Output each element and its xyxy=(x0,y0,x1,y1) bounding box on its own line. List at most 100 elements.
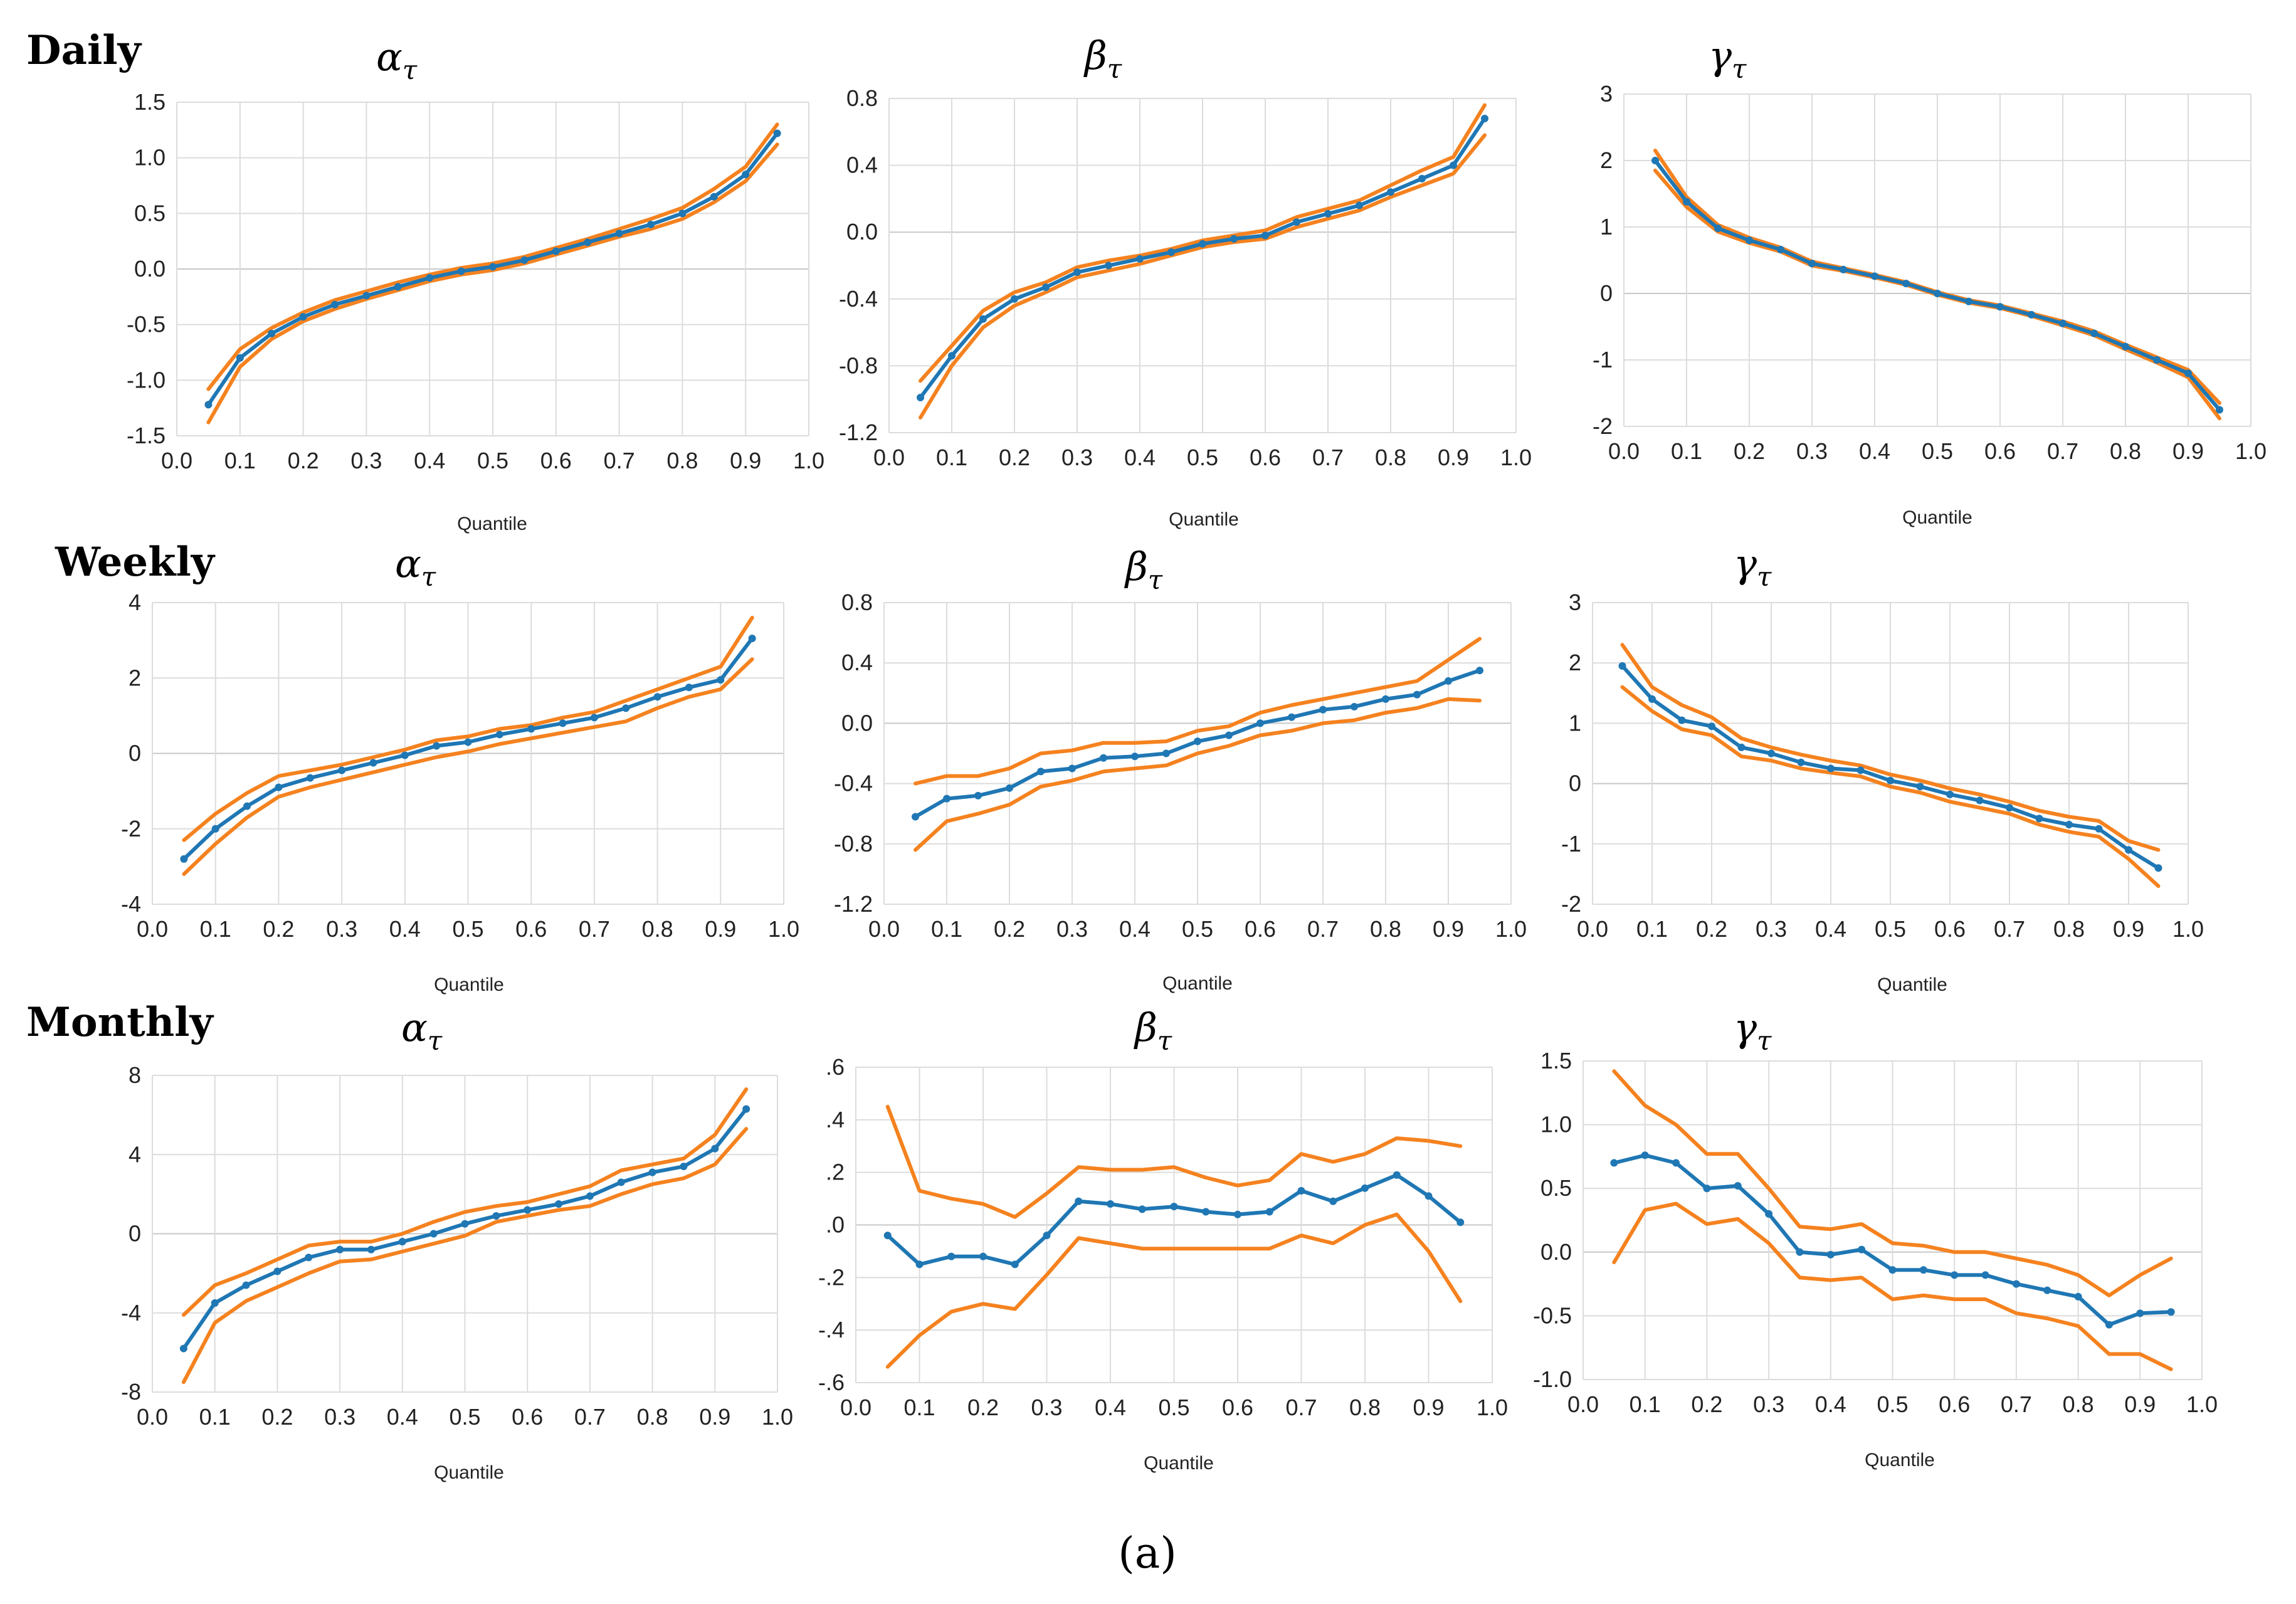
x-axis-label: Quantile xyxy=(434,1462,504,1483)
lower-bound-line xyxy=(885,1212,1463,1369)
y-tick-label: -0.8 xyxy=(834,831,873,857)
x-axis-label: Quantile xyxy=(1865,1450,1935,1470)
estimate-point xyxy=(2125,846,2132,854)
panel-title: ατ xyxy=(401,1005,443,1056)
estimate-point xyxy=(1902,280,1910,288)
panel-title-subscript: τ xyxy=(1757,561,1772,592)
panel-title: ατ xyxy=(376,34,418,85)
estimate-point xyxy=(948,352,956,360)
x-tick-label: 0.1 xyxy=(224,448,256,473)
estimate-point xyxy=(2065,821,2073,829)
estimate-point xyxy=(338,766,346,774)
estimate-point xyxy=(1856,766,1865,774)
panel-title-symbol: α xyxy=(401,1005,428,1050)
x-tick-label: 0.8 xyxy=(666,448,698,473)
estimate-point xyxy=(1683,198,1690,206)
estimate-point xyxy=(394,283,402,291)
estimate-point xyxy=(742,1105,750,1113)
x-tick-label: 0.3 xyxy=(1756,916,1787,942)
x-tick-label: 0.2 xyxy=(288,448,319,473)
panel-title-symbol: β xyxy=(1083,33,1107,78)
estimate-point xyxy=(2006,804,2013,812)
x-tick-label: 0.4 xyxy=(387,1404,418,1430)
y-tick-label: 0.5 xyxy=(1540,1175,1572,1201)
estimate-point xyxy=(2153,356,2161,364)
x-tick-label: 0.2 xyxy=(994,916,1025,942)
x-tick-label: 0.5 xyxy=(452,916,483,942)
x-tick-label: 0.4 xyxy=(414,448,445,473)
y-tick-label: .6 xyxy=(826,1054,845,1080)
estimate-point xyxy=(1651,157,1659,164)
estimate-point xyxy=(1767,749,1775,757)
estimate-point xyxy=(555,1200,563,1208)
y-tick-label: 0.4 xyxy=(846,152,878,178)
estimate-point xyxy=(457,267,465,275)
y-tick-label: 2 xyxy=(129,665,141,690)
y-tick-label: 3 xyxy=(1569,589,1581,615)
x-tick-label: 0.5 xyxy=(1187,445,1218,470)
upper-bound-line xyxy=(182,616,754,842)
x-tick-label: 0.8 xyxy=(2053,916,2085,942)
panel-title-subscript: τ xyxy=(428,1025,443,1056)
estimate-point xyxy=(243,802,251,810)
estimate-point xyxy=(552,247,560,255)
estimate-point xyxy=(1445,677,1452,685)
x-tick-label: 0.7 xyxy=(1285,1395,1317,1420)
estimate-point xyxy=(2105,1321,2113,1329)
estimate-point xyxy=(2043,1286,2051,1294)
panel-title: ατ xyxy=(395,541,436,592)
estimate-point xyxy=(1329,1197,1337,1205)
estimate-point xyxy=(1387,188,1394,196)
lower-bound-line xyxy=(1612,1201,2173,1371)
estimate-point xyxy=(1827,764,1835,773)
estimate-point xyxy=(1708,722,1715,731)
estimate-point xyxy=(1714,224,1722,233)
estimate-point xyxy=(1858,1245,1866,1253)
x-tick-label: 0.5 xyxy=(1875,916,1906,942)
y-tick-label: -1.5 xyxy=(127,423,166,448)
estimate-point xyxy=(680,1163,688,1171)
estimate-point xyxy=(979,315,987,323)
estimate-point xyxy=(1418,174,1426,182)
x-tick-label: 0.7 xyxy=(579,916,610,942)
estimate-point xyxy=(1951,1271,1959,1279)
estimate-point xyxy=(426,274,434,282)
estimate-point xyxy=(1011,1260,1019,1269)
estimate-point xyxy=(524,1206,532,1214)
estimate-point xyxy=(1888,1266,1897,1274)
y-tick-label: -0.4 xyxy=(839,286,878,312)
y-tick-label: -.6 xyxy=(818,1369,845,1395)
estimate-point xyxy=(912,813,919,821)
x-tick-label: 0.3 xyxy=(324,1404,355,1430)
x-tick-label: 0.0 xyxy=(137,1404,168,1430)
estimate-point xyxy=(1356,201,1363,209)
estimate-point xyxy=(1382,695,1389,703)
estimate-point xyxy=(1230,235,1238,243)
panel-title-subscript: τ xyxy=(1757,1025,1772,1056)
lower-bound-line xyxy=(182,657,754,876)
x-tick-label: 0.5 xyxy=(1182,916,1213,942)
x-tick-label: 0.7 xyxy=(2001,1391,2032,1417)
estimate-point xyxy=(2184,369,2192,377)
estimate-point xyxy=(369,759,377,767)
estimate-point xyxy=(2012,1280,2020,1288)
x-tick-label: 0.3 xyxy=(350,448,382,473)
estimate-point xyxy=(711,1144,719,1153)
estimate-point xyxy=(273,1267,282,1275)
estimate-point xyxy=(495,731,503,739)
y-tick-label: -1.2 xyxy=(839,419,878,445)
x-tick-label: 0.4 xyxy=(1859,438,1890,464)
x-tick-label: 0.5 xyxy=(1922,438,1953,464)
x-tick-label: 0.1 xyxy=(200,916,231,942)
estimate-point xyxy=(947,1252,956,1260)
y-tick-label: 8 xyxy=(129,1062,141,1088)
estimate-point xyxy=(299,313,307,321)
estimate-point xyxy=(647,221,655,229)
estimate-point xyxy=(2167,1308,2175,1316)
x-tick-label: 0.0 xyxy=(840,1395,872,1420)
chart-panel-monthly-alpha: ατ -8 -4 0 4 8 0.0 0.1 0.2 0.3 0.4 0.5 0.6 0.7 0.8 0.9 1… xyxy=(121,1005,793,1483)
x-tick-label: 0.0 xyxy=(868,916,900,942)
estimate-point xyxy=(2090,329,2098,337)
x-tick-label: 1.0 xyxy=(2186,1391,2218,1417)
chart-panel-weekly-gamma: γτ -2 -1 0 1 2 3 0.0 0.1 0.2 0.3 0.4 0.5 0.6 0.7 0.8 0.9… xyxy=(1561,541,2204,995)
